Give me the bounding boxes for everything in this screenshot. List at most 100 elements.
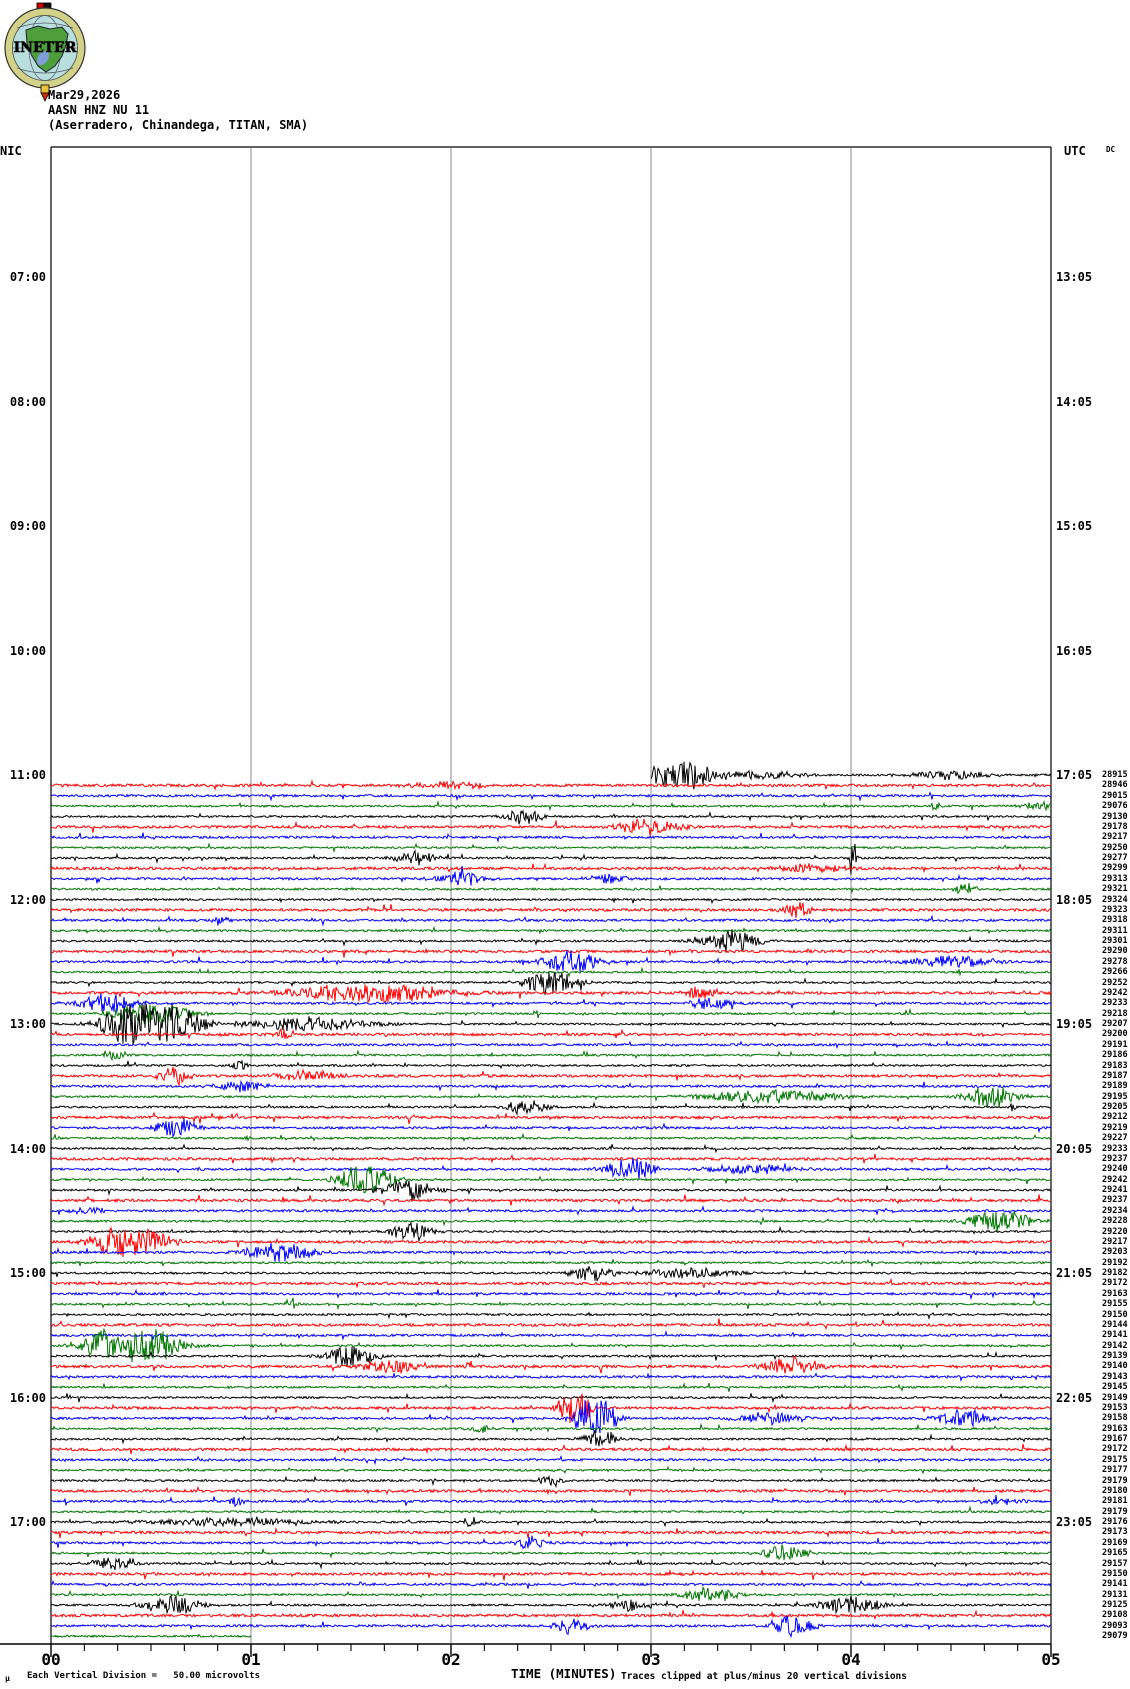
dc-value: 29163 — [1102, 1424, 1128, 1434]
dc-value: 28946 — [1102, 780, 1128, 790]
trace-row-green — [50, 1259, 1051, 1268]
scale-note: Each Vertical Division = 50.00 microvolt… — [27, 1671, 260, 1681]
dc-value: 29173 — [1102, 1527, 1128, 1537]
trace-row-blue — [50, 950, 1052, 972]
dc-value: 28915 — [1102, 770, 1128, 780]
dc-value: 29207 — [1102, 1019, 1128, 1029]
header-station: AASN HNZ NU 11 — [48, 103, 150, 117]
dc-value: 29181 — [1102, 1496, 1128, 1506]
dc-value: 29237 — [1102, 1195, 1128, 1205]
dc-value: 29278 — [1102, 957, 1128, 967]
trace-row-red — [50, 1568, 1051, 1581]
trace-row-black — [50, 1179, 1052, 1201]
dc-value: 29153 — [1102, 1403, 1128, 1413]
trace-row-red — [50, 1526, 1052, 1539]
left-time-label: 08:00 — [9, 395, 46, 409]
dc-value: 29241 — [1102, 1185, 1128, 1195]
dc-value: 29140 — [1102, 1361, 1128, 1371]
trace-row-black — [50, 1594, 1052, 1615]
trace-row-red — [50, 1194, 1052, 1207]
dc-value: 29324 — [1102, 895, 1128, 905]
dc-value: 29175 — [1102, 1455, 1128, 1465]
trace-row-red — [50, 1226, 1052, 1258]
trace-row-green — [50, 1544, 1051, 1561]
dc-value: 29318 — [1102, 915, 1128, 925]
dc-value: 29321 — [1102, 884, 1128, 894]
header-date: Mar29,2026 — [48, 88, 121, 102]
trace-row-green — [50, 1633, 252, 1639]
left-time-label: 16:00 — [9, 1391, 46, 1405]
trace-row-red — [50, 1318, 1052, 1331]
dc-value: 29301 — [1102, 936, 1128, 946]
dc-value: 29157 — [1102, 1559, 1128, 1569]
dc-value: 29212 — [1102, 1112, 1128, 1122]
dc-value: 29203 — [1102, 1247, 1128, 1257]
trace-row-green — [50, 1211, 1052, 1233]
trace-row-black — [50, 928, 1052, 953]
trace-row-blue — [50, 1372, 1052, 1383]
ineter-logo: INETER — [4, 2, 86, 102]
trace-row-blue — [50, 1079, 1052, 1093]
trace-row-blue — [50, 993, 1052, 1012]
dc-value: 29155 — [1102, 1299, 1128, 1309]
dc-value: 29242 — [1102, 988, 1128, 998]
dc-value: 29323 — [1102, 905, 1128, 915]
dc-value: 29076 — [1102, 801, 1128, 811]
right-time-label: 14:05 — [1056, 395, 1093, 409]
dc-value: 29217 — [1102, 1237, 1128, 1247]
dc-value: 29237 — [1102, 1154, 1128, 1164]
dc-value: 29266 — [1102, 967, 1128, 977]
dc-value: 29205 — [1102, 1102, 1128, 1112]
dc-value: 29277 — [1102, 853, 1128, 863]
dc-value: 29189 — [1102, 1081, 1128, 1091]
dc-value: 29015 — [1102, 791, 1128, 801]
trace-row-blue — [50, 1040, 1052, 1050]
dc-value: 29150 — [1102, 1310, 1128, 1320]
dc-value: 29233 — [1102, 1144, 1128, 1154]
dc-value: 29108 — [1102, 1610, 1128, 1620]
dc-value: 29079 — [1102, 1631, 1128, 1641]
dc-value: 29163 — [1102, 1289, 1128, 1299]
x-tick-label: 03 — [641, 1650, 661, 1669]
trace-row-red — [50, 1354, 1052, 1374]
right-timezone-label: UTC — [1064, 144, 1086, 158]
trace-row-red — [50, 902, 1052, 919]
logo-ineter-text: INETER — [14, 40, 77, 56]
trace-row-red — [50, 1277, 1052, 1289]
dc-column-label: DC — [1106, 145, 1116, 154]
left-time-label: 17:00 — [9, 1515, 46, 1529]
trace-row-black — [50, 1310, 1052, 1320]
trace-row-blue — [50, 1157, 1052, 1180]
dc-value: 29131 — [1102, 1590, 1128, 1600]
dc-value: 29183 — [1102, 1061, 1128, 1071]
dc-value: 29149 — [1102, 1393, 1128, 1403]
trace-row-black — [50, 1474, 1052, 1489]
trace-row-green — [50, 1422, 1052, 1434]
dc-value: 29143 — [1102, 1372, 1128, 1382]
dc-value: 29242 — [1102, 1175, 1128, 1185]
trace-row-green — [50, 1297, 1052, 1311]
dc-value: 29141 — [1102, 1330, 1128, 1340]
trace-row-blue — [50, 1329, 1052, 1342]
trace-row-red — [50, 947, 1052, 958]
x-tick-label: 01 — [241, 1650, 261, 1669]
dc-value: 29191 — [1102, 1040, 1128, 1050]
dc-value: 29172 — [1102, 1444, 1128, 1454]
trace-row-black — [50, 1143, 1052, 1154]
trace-row-green — [50, 882, 1052, 895]
x-tick-label: 00 — [41, 1650, 61, 1669]
trace-row-red — [50, 984, 1052, 1004]
trace-row-red — [50, 1443, 1052, 1455]
dc-value: 29178 — [1102, 822, 1128, 832]
left-time-label: 14:00 — [9, 1142, 46, 1156]
microvolt-mark: μ — [5, 1674, 10, 1683]
trace-row-blue — [50, 1205, 1052, 1216]
dc-value: 29150 — [1102, 1569, 1128, 1579]
trace-row-black — [50, 843, 1052, 875]
dc-value: 29179 — [1102, 1476, 1128, 1486]
trace-row-green — [50, 800, 1052, 812]
trace-row-blue — [50, 791, 1051, 803]
trace-row-red — [50, 1393, 1052, 1424]
dc-value: 29165 — [1102, 1548, 1128, 1558]
